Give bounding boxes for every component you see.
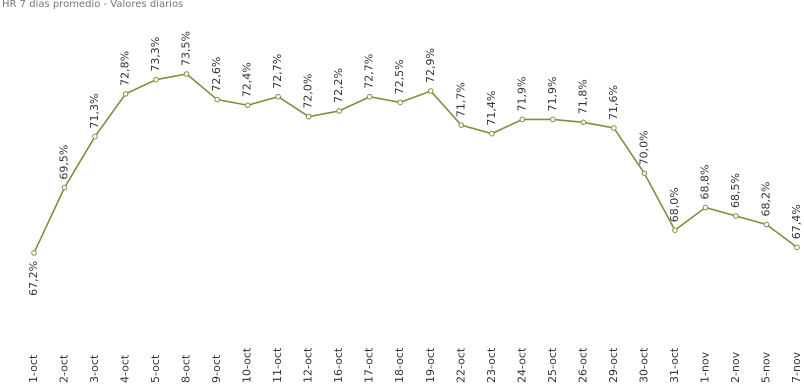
point — [153, 76, 159, 83]
x-tick-label: 5-nov — [759, 351, 772, 383]
x-tick-label: 23-oct — [485, 347, 498, 383]
point — [366, 93, 373, 100]
x-tick-label: 5-oct — [149, 354, 162, 383]
point — [702, 204, 709, 211]
point — [122, 91, 129, 97]
point — [397, 99, 404, 106]
x-tick-label: 1-oct — [27, 354, 40, 383]
data-label: 71,8% — [576, 79, 589, 114]
data-label: 71,4% — [485, 91, 498, 126]
data-label: 72,6% — [210, 57, 223, 92]
point — [763, 221, 770, 228]
data-label: 71,7% — [454, 82, 467, 117]
data-label: 72,4% — [241, 62, 254, 97]
x-tick-label: 12-oct — [302, 347, 315, 383]
data-label: 71,3% — [88, 94, 101, 129]
x-tick-label: 26-oct — [576, 347, 589, 383]
point — [733, 213, 739, 219]
x-tick-label: 29-oct — [607, 347, 620, 383]
point — [458, 122, 465, 128]
data-label: 70,0% — [637, 130, 650, 165]
point — [427, 88, 434, 94]
data-label: 68,8% — [698, 165, 711, 200]
x-tick-label: 16-oct — [332, 347, 345, 383]
data-label: 72,2% — [332, 68, 345, 103]
data-label: 68,5% — [729, 173, 742, 208]
data-label: 72,7% — [271, 54, 284, 89]
x-tick-label: 19-oct — [424, 347, 437, 383]
data-label: 68,2% — [759, 182, 772, 217]
x-tick-label: 24-oct — [515, 347, 528, 383]
point — [275, 93, 281, 100]
point — [305, 113, 312, 120]
x-tick-label: 9-oct — [210, 354, 223, 383]
point — [92, 133, 98, 140]
x-tick-label: 30-oct — [637, 347, 650, 383]
data-label: 71,9% — [546, 76, 559, 111]
data-label: 73,5% — [180, 31, 193, 66]
point — [489, 130, 495, 137]
data-label: 71,6% — [607, 85, 620, 120]
chart-title: HR 7 días promedio - Valores diarios — [2, 0, 183, 10]
data-label: 71,9% — [515, 76, 528, 111]
data-label: 72,5% — [393, 59, 406, 94]
point — [672, 227, 678, 233]
x-tick-label: 17-oct — [363, 347, 376, 383]
x-tick-label: 4-oct — [119, 354, 132, 383]
data-label: 67,4% — [790, 204, 803, 239]
line — [33, 73, 798, 254]
point — [580, 119, 587, 126]
point — [61, 184, 68, 191]
x-tick-label: 25-oct — [546, 347, 559, 383]
point — [550, 116, 556, 123]
point — [641, 170, 648, 177]
x-tick-label: 11-oct — [271, 347, 284, 383]
point — [183, 71, 190, 77]
x-tick-label: 2-oct — [58, 354, 71, 383]
data-label: 73,3% — [149, 37, 162, 72]
x-tick-label: 31-oct — [668, 347, 681, 383]
data-label: 72,7% — [363, 54, 376, 89]
point — [244, 102, 251, 109]
x-tick-label: 18-oct — [393, 347, 406, 383]
point — [611, 125, 617, 131]
point — [336, 108, 343, 114]
x-tick-label: 1-nov — [698, 351, 711, 383]
data-label: 72,9% — [424, 48, 437, 83]
point — [31, 250, 37, 256]
data-label: 72,0% — [302, 74, 315, 109]
x-tick-label: 22-oct — [454, 347, 467, 383]
point — [214, 96, 220, 103]
point — [794, 244, 800, 251]
data-label: 72,8% — [119, 51, 132, 86]
x-tick-label: 7-nov — [790, 351, 803, 383]
x-tick-label: 8-oct — [180, 354, 193, 383]
x-tick-label: 10-oct — [241, 347, 254, 383]
x-tick-label: 2-nov — [729, 351, 742, 383]
point — [519, 116, 526, 123]
data-label: 68,0% — [668, 187, 681, 222]
data-label: 67,2% — [27, 261, 40, 296]
data-label: 69,5% — [58, 145, 71, 180]
x-tick-label: 3-oct — [88, 354, 101, 383]
